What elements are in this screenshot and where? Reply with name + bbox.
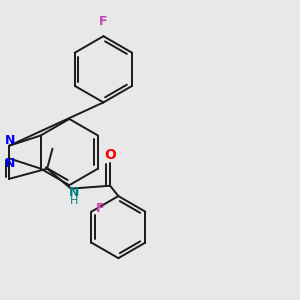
Text: H: H bbox=[70, 196, 78, 206]
Text: F: F bbox=[99, 15, 108, 28]
Text: F: F bbox=[95, 202, 104, 215]
Text: N: N bbox=[5, 157, 15, 170]
Text: O: O bbox=[104, 148, 116, 162]
Text: N: N bbox=[69, 186, 79, 199]
Text: N: N bbox=[5, 134, 15, 147]
